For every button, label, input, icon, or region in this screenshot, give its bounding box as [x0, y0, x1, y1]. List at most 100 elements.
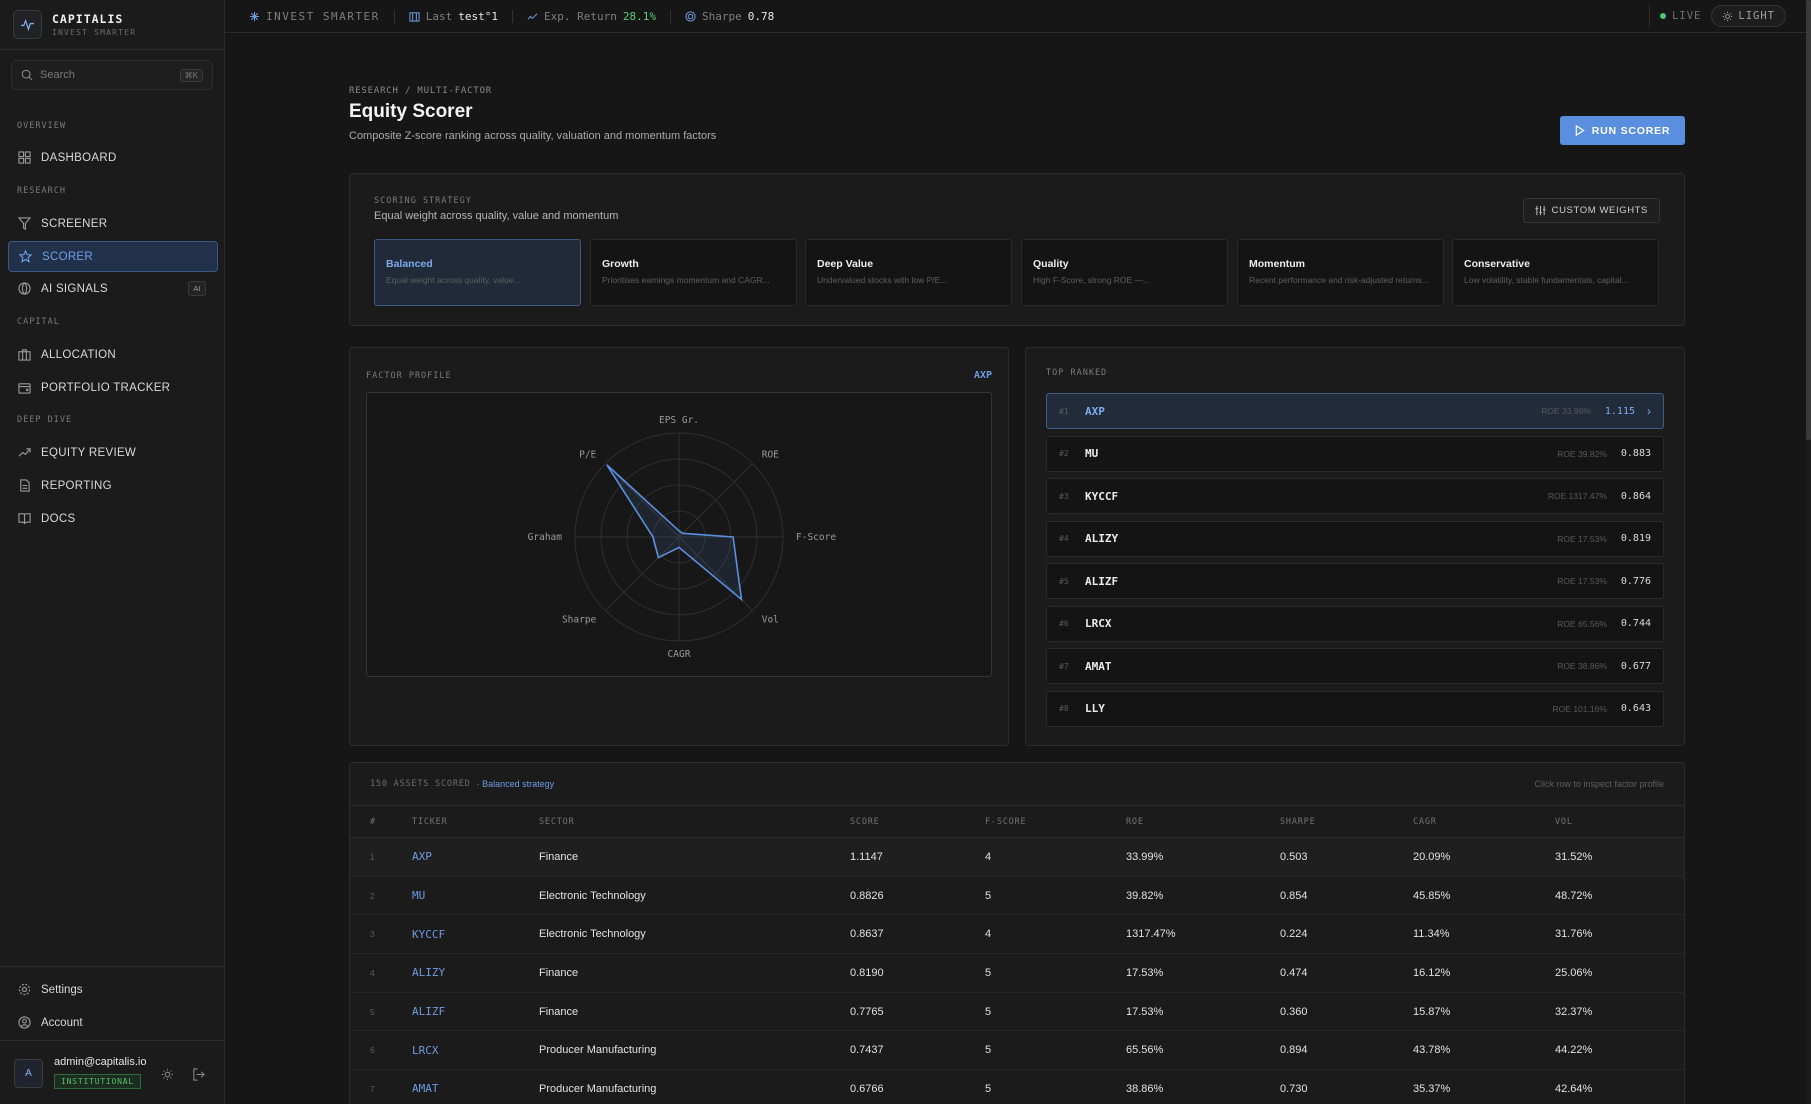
- ranked-row[interactable]: #1 AXP ROE 33.99% 1.115 ›: [1046, 393, 1664, 429]
- cell-ticker: AXP: [412, 837, 539, 877]
- column-header-f-score[interactable]: F-SCORE: [985, 805, 1126, 838]
- sidebar-item-dashboard[interactable]: DASHBOARD: [8, 142, 218, 173]
- table-row[interactable]: 5 ALIZF Finance 0.7765 5 17.53% 0.360 15.87% 32.…: [350, 992, 1684, 1032]
- column-header-roe[interactable]: ROE: [1126, 805, 1280, 838]
- ranked-row[interactable]: #3 KYCCF ROE 1317.47% 0.864: [1046, 478, 1664, 514]
- column-header-ticker[interactable]: TICKER: [412, 805, 539, 838]
- radar-axis-line: [678, 463, 753, 538]
- divider: [1649, 5, 1651, 27]
- topbar-tagline: INVEST SMARTER: [249, 10, 380, 23]
- rank-roe: ROE 1317.47%: [1547, 491, 1607, 501]
- user-icon: [18, 1016, 31, 1029]
- sun-icon[interactable]: [161, 1068, 174, 1081]
- rank-number: #1: [1059, 406, 1069, 416]
- strategy-card-desc: Equal weight across quality, value...: [386, 275, 521, 286]
- sidebar-item-portfolio-tracker[interactable]: PORTFOLIO TRACKER: [8, 372, 218, 403]
- radar-axis-label: Sharpe: [562, 615, 597, 626]
- sidebar-item-allocation[interactable]: ALLOCATION: [8, 339, 218, 370]
- radar-axis-label: CAGR: [668, 649, 691, 660]
- sidebar-item-docs[interactable]: DOCS: [8, 503, 218, 534]
- user-panel: A admin@capitalis.io INSTITUTIONAL: [0, 1040, 225, 1104]
- column-header-sharpe[interactable]: SHARPE: [1280, 805, 1413, 838]
- table-row[interactable]: 3 KYCCF Electronic Technology 0.8637 4 1317.4…: [350, 914, 1684, 955]
- cell-ticker: LRCX: [412, 1030, 539, 1071]
- search-input[interactable]: Search ⌘K: [11, 60, 213, 90]
- ranked-row[interactable]: #5 ALIZF ROE 17.53% 0.776: [1046, 563, 1664, 599]
- rank-score: 0.643: [1620, 703, 1651, 714]
- table-row[interactable]: 4 ALIZY Finance 0.8190 5 17.53% 0.474 16.12% 25.…: [350, 953, 1684, 993]
- radar-axis-label: P/E: [579, 449, 596, 460]
- scores-table-panel: 150 ASSETS SCORED · Balanced strategy Cl…: [349, 762, 1685, 1104]
- table-row[interactable]: 1 AXP Finance 1.1147 4 33.99% 0.503 20.09% 31.52…: [350, 837, 1684, 877]
- building-icon: [409, 11, 420, 22]
- logout-icon[interactable]: [192, 1068, 205, 1081]
- sidebar-item-ai-signals[interactable]: AI SIGNALS AI: [8, 273, 218, 304]
- custom-weights-button[interactable]: CUSTOM WEIGHTS: [1522, 198, 1660, 223]
- sidebar-item-scorer[interactable]: SCORER: [8, 241, 218, 272]
- ranked-row[interactable]: #8 LLY ROE 101.16% 0.643: [1046, 690, 1664, 727]
- page-subtitle: Composite Z-score ranking across quality…: [349, 130, 717, 142]
- wallet-icon: [18, 383, 31, 394]
- strategy-card-desc: Prioritises earnings momentum and CAGR..…: [602, 275, 770, 286]
- ranked-row[interactable]: #7 AMAT ROE 38.86% 0.677: [1046, 648, 1664, 684]
- strategy-card-quality[interactable]: Quality High F-Score, strong ROE —...: [1021, 239, 1228, 306]
- strategy-card-balanced[interactable]: Balanced Equal weight across quality, val…: [374, 239, 581, 306]
- cell-f-score: 5: [985, 1030, 1126, 1071]
- sidebar-item-label: AI SIGNALS: [41, 282, 108, 295]
- sidebar-item-settings[interactable]: Settings: [8, 974, 218, 1005]
- user-email: admin@capitalis.io: [54, 1056, 147, 1068]
- ranked-row[interactable]: #4 ALIZY ROE 17.53% 0.819: [1046, 520, 1664, 557]
- rank-number: #3: [1059, 491, 1069, 501]
- rank-ticker: KYCCF: [1085, 489, 1119, 503]
- cell-rank: 4: [350, 953, 412, 993]
- column-header-rank[interactable]: #: [350, 805, 412, 838]
- rank-score: 0.819: [1620, 533, 1651, 544]
- column-header-sector[interactable]: SECTOR: [539, 805, 850, 838]
- column-header-cagr[interactable]: CAGR: [1413, 805, 1555, 838]
- column-header-score[interactable]: SCORE: [850, 805, 985, 838]
- factor-profile-panel: FACTOR PROFILE AXP EPS Gr. ROE F-Score Vol C…: [349, 347, 1009, 746]
- strategy-card-desc: High F-Score, strong ROE —...: [1033, 275, 1151, 286]
- strategy-card-deep-value[interactable]: Deep Value Undervalued stocks with low P/…: [805, 239, 1012, 306]
- scrollbar-thumb[interactable]: [1806, 0, 1811, 440]
- cell-sector: Finance: [539, 953, 850, 993]
- cell-roe: 33.99%: [1126, 837, 1280, 877]
- factor-profile-ticker: AXP: [973, 370, 992, 381]
- divider: [393, 9, 395, 23]
- cell-rank: 2: [350, 876, 412, 916]
- radar-axis-label: Graham: [528, 532, 563, 543]
- strategy-card-name: Momentum: [1249, 258, 1305, 271]
- breadcrumb: RESEARCH / MULTI-FACTOR: [349, 86, 493, 96]
- table-row[interactable]: 7 AMAT Producer Manufacturing 0.6766 5 38.86%…: [350, 1069, 1684, 1104]
- rank-roe: ROE 65.56%: [1557, 618, 1607, 629]
- rank-ticker: LRCX: [1085, 617, 1112, 630]
- rank-roe: ROE 17.53%: [1557, 533, 1607, 544]
- strategy-card-desc: Recent performance and risk-adjusted ret…: [1249, 275, 1430, 286]
- cell-cagr: 35.37%: [1413, 1069, 1555, 1104]
- strategy-card-momentum[interactable]: Momentum Recent performance and risk-adju…: [1237, 239, 1444, 306]
- theme-toggle-button[interactable]: LIGHT: [1711, 5, 1786, 27]
- ai-badge: AI: [188, 281, 206, 296]
- cell-roe: 38.86%: [1126, 1069, 1280, 1104]
- table-row[interactable]: 6 LRCX Producer Manufacturing 0.7437 5 65.56%…: [350, 1030, 1684, 1071]
- column-header-vol[interactable]: VOL: [1555, 805, 1684, 838]
- cell-ticker: MU: [412, 876, 539, 916]
- ranked-row[interactable]: #2 MU ROE 39.82% 0.883: [1046, 435, 1664, 472]
- sidebar-item-screener[interactable]: SCREENER: [8, 208, 218, 239]
- brand-tagline: INVEST SMARTER: [52, 28, 137, 37]
- table-row[interactable]: 2 MU Electronic Technology 0.8826 5 39.82% 0.8…: [350, 876, 1684, 916]
- rank-score: 1.115: [1604, 405, 1635, 417]
- sidebar-item-equity-review[interactable]: EQUITY REVIEW: [8, 437, 218, 468]
- brand[interactable]: CAPITALIS INVEST SMARTER: [0, 0, 224, 50]
- cell-sharpe: 0.730: [1280, 1069, 1413, 1104]
- avatar[interactable]: A: [14, 1059, 43, 1088]
- sidebar-item-label: ALLOCATION: [41, 348, 116, 361]
- scrollbar[interactable]: [1806, 0, 1811, 1104]
- sidebar-item-reporting[interactable]: REPORTING: [8, 470, 218, 501]
- sidebar-item-account[interactable]: Account: [8, 1007, 218, 1038]
- strategy-card-growth[interactable]: Growth Prioritises earnings momentum and …: [590, 239, 797, 306]
- strategy-card-conservative[interactable]: Conservative Low volatility, stable funda…: [1452, 239, 1659, 306]
- ranked-row[interactable]: #6 LRCX ROE 65.56% 0.744: [1046, 605, 1664, 642]
- cell-cagr: 20.09%: [1413, 837, 1555, 877]
- run-scorer-button[interactable]: RUN SCORER: [1560, 116, 1685, 145]
